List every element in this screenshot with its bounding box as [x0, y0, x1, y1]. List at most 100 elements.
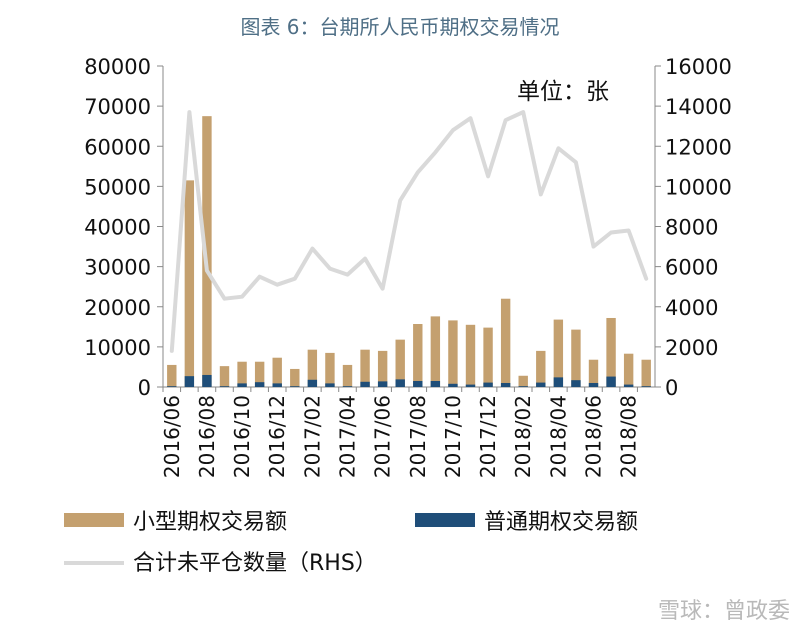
- bar-regular-option: [254, 382, 265, 387]
- bar-regular-option: [588, 382, 599, 387]
- bar-small-option: [219, 366, 230, 387]
- chart-title: 图表 6：台期所人民币期权交易情况: [240, 15, 559, 39]
- bar-regular-option: [518, 386, 528, 387]
- bar-regular-option: [465, 384, 476, 387]
- bar-small-option: [254, 361, 265, 387]
- bar-small-option: [448, 320, 458, 387]
- left-tick-label: 80000: [84, 55, 151, 79]
- bar-regular-option: [202, 374, 212, 387]
- bar-small-option: [237, 361, 247, 387]
- watermark: 雪球：曾政委: [658, 599, 790, 624]
- x-tick-label: 2018/08: [617, 395, 641, 478]
- bar-small-option: [430, 316, 441, 387]
- bar-regular-option: [483, 382, 493, 387]
- bar-regular-option: [395, 379, 405, 387]
- left-tick-label: 40000: [84, 216, 151, 240]
- bar-regular-option: [536, 382, 546, 387]
- bar-small-option: [272, 357, 282, 387]
- bar-small-option: [641, 359, 651, 387]
- open-interest-line: [169, 110, 649, 353]
- x-tick-label: 2018/02: [511, 395, 535, 478]
- bar-regular-option: [342, 386, 353, 387]
- bar-regular-option: [325, 383, 335, 387]
- bar-small-option: [184, 180, 195, 387]
- bar-small-option: [377, 350, 388, 387]
- bar-small-option: [342, 364, 353, 387]
- bar-small-option: [536, 350, 546, 387]
- bar-regular-option: [360, 381, 370, 387]
- legend-swatch-small-option: [64, 513, 124, 527]
- bar-regular-option: [290, 386, 300, 387]
- bar-regular-option: [641, 386, 651, 387]
- bar-regular-option: [448, 383, 458, 387]
- left-tick-label: 0: [138, 376, 151, 400]
- bar-small-option: [360, 349, 370, 387]
- left-tick-label: 30000: [84, 256, 151, 280]
- legend: 小型期权交易额 普通期权交易额 合计未平仓数量（RHS）: [64, 510, 638, 576]
- bar-small-option: [167, 364, 177, 387]
- bar-small-option: [413, 324, 423, 387]
- line-series: [169, 110, 649, 353]
- tick-labels: 0100002000030000400005000060000700008000…: [84, 55, 732, 478]
- right-tick-label: 16000: [665, 55, 732, 79]
- x-tick-label: 2016/10: [230, 395, 254, 478]
- right-tick-label: 10000: [665, 175, 732, 199]
- bar-small-option: [553, 319, 564, 387]
- right-tick-label: 14000: [665, 95, 732, 119]
- legend-swatch-regular-option: [415, 513, 475, 527]
- x-tick-label: 2017/12: [476, 395, 500, 478]
- bar-small-option: [290, 368, 300, 387]
- bar-regular-option: [272, 383, 282, 387]
- left-tick-label: 50000: [84, 175, 151, 199]
- legend-label-open-interest: 合计未平仓数量（RHS）: [133, 551, 377, 576]
- bar-regular-option: [413, 380, 423, 387]
- right-tick-label: 12000: [665, 135, 732, 159]
- bar-small-option: [202, 116, 212, 387]
- left-tick-label: 60000: [84, 135, 151, 159]
- bar-small-option: [606, 317, 616, 387]
- bar-small-option: [588, 359, 599, 387]
- bar-regular-option: [237, 383, 247, 387]
- left-tick-label: 10000: [84, 336, 151, 360]
- right-tick-label: 6000: [665, 256, 718, 280]
- x-tick-label: 2018/04: [546, 395, 570, 478]
- bar-small-option: [483, 327, 493, 387]
- legend-label-regular-option: 普通期权交易额: [484, 510, 638, 535]
- bar-regular-option: [571, 380, 581, 387]
- bar-small-option: [500, 298, 511, 387]
- bar-regular-option: [623, 384, 634, 387]
- bars: [167, 116, 651, 387]
- left-tick-label: 70000: [84, 95, 151, 119]
- bar-regular-option: [553, 377, 564, 387]
- x-tick-label: 2017/08: [406, 395, 430, 478]
- x-tick-label: 2018/06: [582, 395, 606, 478]
- x-tick-label: 2017/06: [371, 395, 395, 478]
- legend-label-small-option: 小型期权交易额: [133, 510, 287, 535]
- bar-small-option: [325, 352, 335, 387]
- bar-regular-option: [167, 386, 177, 387]
- bar-small-option: [395, 339, 405, 387]
- bar-regular-option: [307, 379, 318, 387]
- bar-small-option: [623, 353, 634, 387]
- right-tick-label: 8000: [665, 216, 718, 240]
- bar-regular-option: [606, 376, 616, 387]
- bar-regular-option: [377, 381, 388, 387]
- x-tick-label: 2016/08: [195, 395, 219, 478]
- x-tick-label: 2016/06: [160, 395, 184, 478]
- right-tick-label: 2000: [665, 336, 718, 360]
- bar-small-option: [571, 329, 581, 387]
- unit-label: 单位：张: [517, 79, 609, 105]
- right-tick-label: 0: [665, 376, 678, 400]
- left-tick-label: 20000: [84, 296, 151, 320]
- bar-small-option: [465, 324, 476, 387]
- bar-regular-option: [184, 376, 195, 387]
- bar-small-option: [307, 349, 318, 387]
- x-tick-label: 2016/12: [265, 395, 289, 478]
- x-tick-label: 2017/10: [441, 395, 465, 478]
- bar-regular-option: [430, 380, 441, 387]
- bar-regular-option: [219, 386, 230, 387]
- bar-small-option: [518, 375, 528, 387]
- bar-regular-option: [500, 382, 511, 387]
- right-tick-label: 4000: [665, 296, 718, 320]
